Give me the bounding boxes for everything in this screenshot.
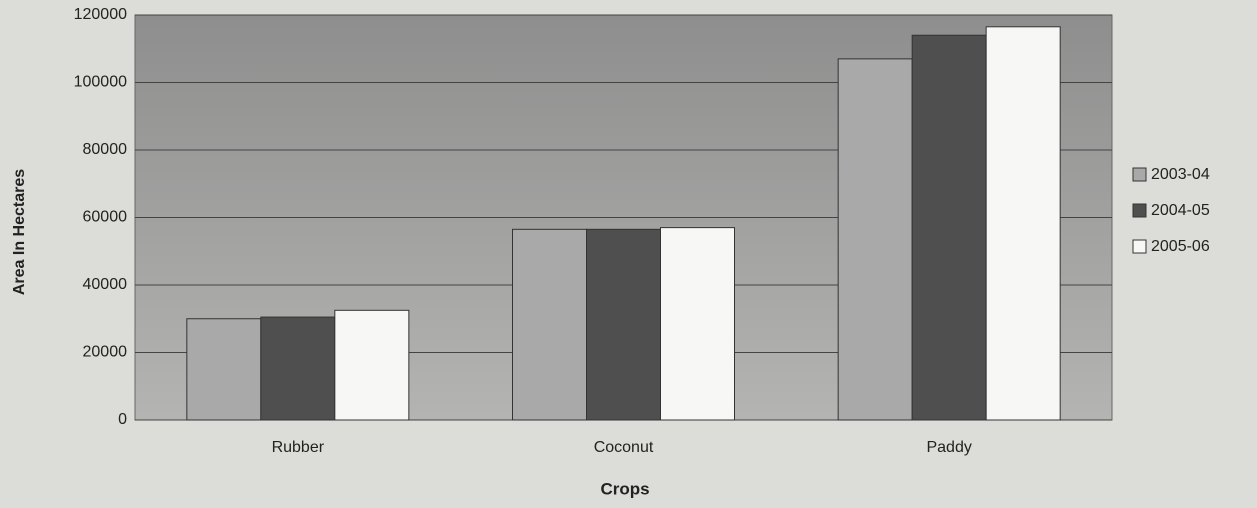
x-tick-label: Paddy	[926, 439, 971, 456]
legend	[1125, 160, 1255, 265]
bar	[186, 318, 262, 421]
bar	[660, 227, 735, 421]
legend-swatch	[1132, 167, 1147, 182]
y-tick-label: 40000	[83, 276, 128, 293]
bar	[586, 228, 661, 421]
bar	[260, 316, 336, 421]
legend-label: 2003-04	[1151, 166, 1210, 183]
legend-label: 2005-06	[1151, 238, 1210, 255]
bar	[334, 309, 410, 421]
y-axis-label: Area In Hectares	[11, 169, 28, 295]
legend-label: 2004-05	[1151, 202, 1210, 219]
bar	[837, 58, 913, 421]
bar	[911, 34, 987, 421]
y-tick-label: 0	[118, 411, 127, 428]
y-tick-label: 80000	[83, 141, 128, 158]
y-tick-label: 60000	[83, 209, 128, 226]
legend-swatch	[1132, 239, 1147, 254]
x-tick-label: Rubber	[272, 439, 325, 456]
x-axis-label: Crops	[600, 479, 649, 498]
x-tick-label: Coconut	[594, 439, 654, 456]
y-tick-label: 20000	[83, 344, 128, 361]
bar	[985, 26, 1061, 421]
legend-swatch	[1132, 203, 1147, 218]
bar	[512, 228, 587, 421]
y-tick-label: 120000	[74, 6, 127, 23]
y-tick-label: 100000	[74, 74, 127, 91]
